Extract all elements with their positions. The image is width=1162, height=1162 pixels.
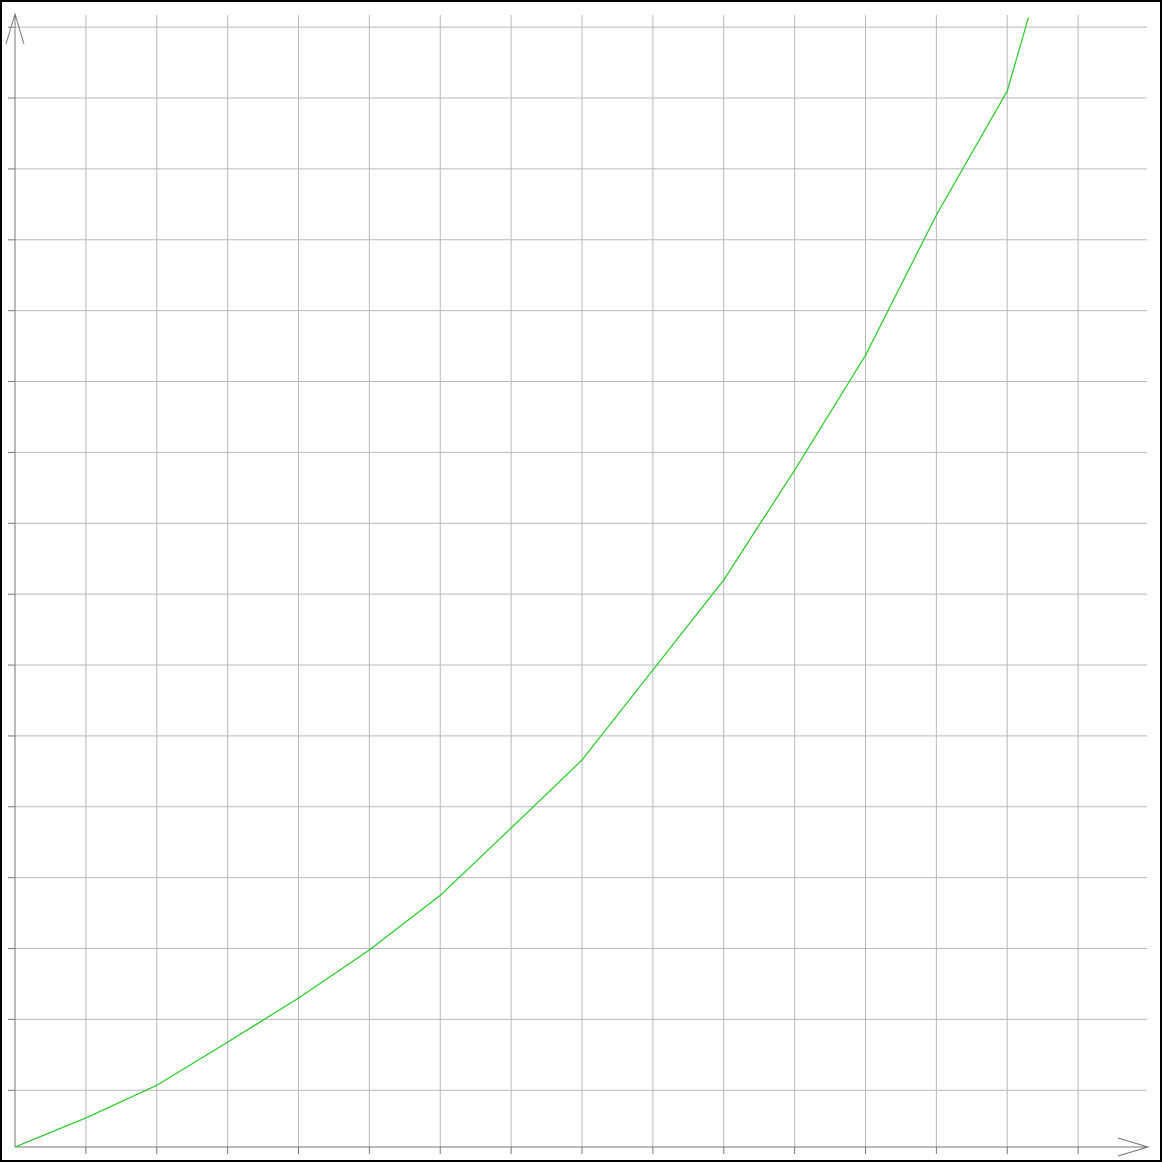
y-axis-arrow xyxy=(5,12,25,45)
curve xyxy=(14,17,1030,1148)
x-axis-arrow xyxy=(1117,1137,1150,1157)
grid xyxy=(8,15,1147,1154)
